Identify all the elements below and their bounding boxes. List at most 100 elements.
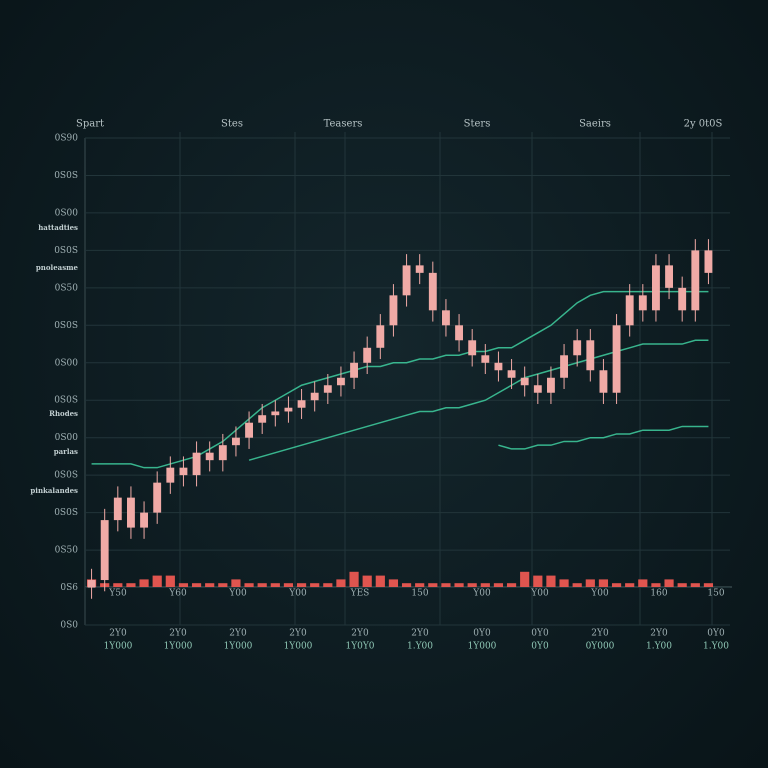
candle-body: [100, 520, 109, 581]
column-label: Saeirs: [579, 119, 611, 130]
candle-body: [494, 362, 503, 371]
x-label: 1Y000: [104, 642, 133, 652]
volume-bar: [388, 579, 399, 587]
volume-bar: [401, 583, 412, 587]
candle-body: [455, 325, 463, 341]
volume-bar: [283, 583, 294, 587]
y-tick-label: 0S6: [60, 583, 78, 593]
volume-bar: [572, 583, 582, 587]
volume-bar: [113, 583, 123, 587]
moving-average-line: [498, 425, 709, 450]
candle-body: [415, 265, 424, 273]
volume-bar: [310, 583, 320, 587]
volume-bar: [178, 583, 189, 587]
candle-body: [363, 347, 372, 363]
x-label: 2Y0: [109, 629, 127, 639]
x-label: 150: [411, 589, 428, 599]
x-label: 160: [650, 589, 667, 599]
candle-body: [376, 325, 385, 348]
side-label: pinkalandes: [30, 486, 78, 495]
candle-body: [87, 580, 96, 588]
volume-bar: [651, 583, 661, 587]
candle-body: [652, 265, 660, 311]
volume-bar: [362, 575, 372, 587]
x-label: 0Y0: [531, 629, 549, 639]
volume-bar: [520, 571, 530, 587]
column-label: Stes: [221, 119, 243, 130]
volume-bar: [690, 583, 700, 587]
candle-body: [612, 325, 621, 393]
x-label: 2Y0: [229, 629, 247, 639]
x-label: 0Y0: [707, 629, 725, 639]
candle-body: [297, 400, 306, 408]
candle-body: [586, 340, 595, 371]
x-label: 1Y000: [468, 642, 497, 652]
x-label: Y50: [108, 589, 127, 599]
volume-bar: [598, 579, 609, 587]
x-label: 2Y0: [650, 629, 668, 639]
x-label: 0Y000: [586, 642, 615, 652]
x-label: 1.Y00: [646, 642, 672, 652]
y-tick-label: 0S50: [55, 283, 79, 293]
y-tick-label: 0S00: [55, 433, 79, 443]
volume-bar: [375, 575, 385, 587]
volume-bar: [139, 579, 149, 587]
y-tick-label: 0S0S: [54, 246, 78, 256]
volume-bar: [257, 583, 267, 587]
candle-body: [232, 437, 240, 446]
candle-body: [678, 287, 687, 311]
x-label: 2Y0: [411, 629, 429, 639]
x-label: 1Y000: [284, 642, 313, 652]
volume-bar: [611, 583, 622, 587]
candle-body: [337, 377, 345, 386]
candle-body: [113, 497, 122, 521]
x-label: Y60: [168, 589, 187, 599]
x-label: 1.Y00: [703, 642, 729, 652]
candle-body: [258, 415, 267, 423]
candle-body: [179, 467, 188, 476]
candle-body: [573, 340, 582, 356]
column-label: Teasers: [324, 119, 363, 130]
volume-bar: [441, 583, 451, 587]
volume-bar: [270, 583, 280, 587]
volume-bar: [205, 583, 215, 587]
y-tick-label: 0S0: [60, 621, 78, 631]
candle-body: [533, 385, 542, 393]
volume-bar: [244, 583, 254, 587]
x-label: Y00: [472, 589, 491, 599]
volume-bar: [533, 575, 543, 587]
candle-body: [271, 411, 280, 416]
candle-body: [481, 355, 490, 363]
candle-body: [468, 340, 477, 356]
x-label: 2Y0: [591, 629, 609, 639]
y-tick-label: 0S00: [55, 208, 79, 218]
volume-bar: [703, 583, 714, 587]
x-label: 2Y0: [169, 629, 187, 639]
x-label: 1Y0Y0: [345, 642, 374, 652]
candle-body: [389, 295, 398, 326]
volume-bar: [664, 579, 674, 587]
y-tick-label: 0S0S: [54, 171, 78, 181]
y-tick-label: 0S0S: [54, 321, 78, 331]
y-tick-label: 0S90: [55, 134, 79, 144]
candle-body: [323, 385, 332, 393]
x-label: 1Y000: [224, 642, 253, 652]
candle-body: [547, 377, 555, 393]
candle-body: [205, 452, 214, 461]
candle-body: [691, 250, 700, 311]
side-label: parlas: [54, 447, 78, 456]
volume-bar: [323, 583, 333, 587]
volume-bar: [152, 575, 162, 587]
candle-body: [428, 272, 437, 311]
volume-bar: [336, 579, 346, 587]
x-label: 0Y0: [473, 629, 491, 639]
volume-bar: [559, 579, 569, 587]
x-label: 150: [707, 589, 724, 599]
candle-body: [507, 370, 516, 378]
volume-bar: [493, 583, 504, 587]
x-label: Y00: [590, 589, 609, 599]
candle-body: [402, 265, 411, 296]
candle-body: [245, 422, 253, 438]
y-tick-label: 0S0S: [54, 471, 78, 481]
